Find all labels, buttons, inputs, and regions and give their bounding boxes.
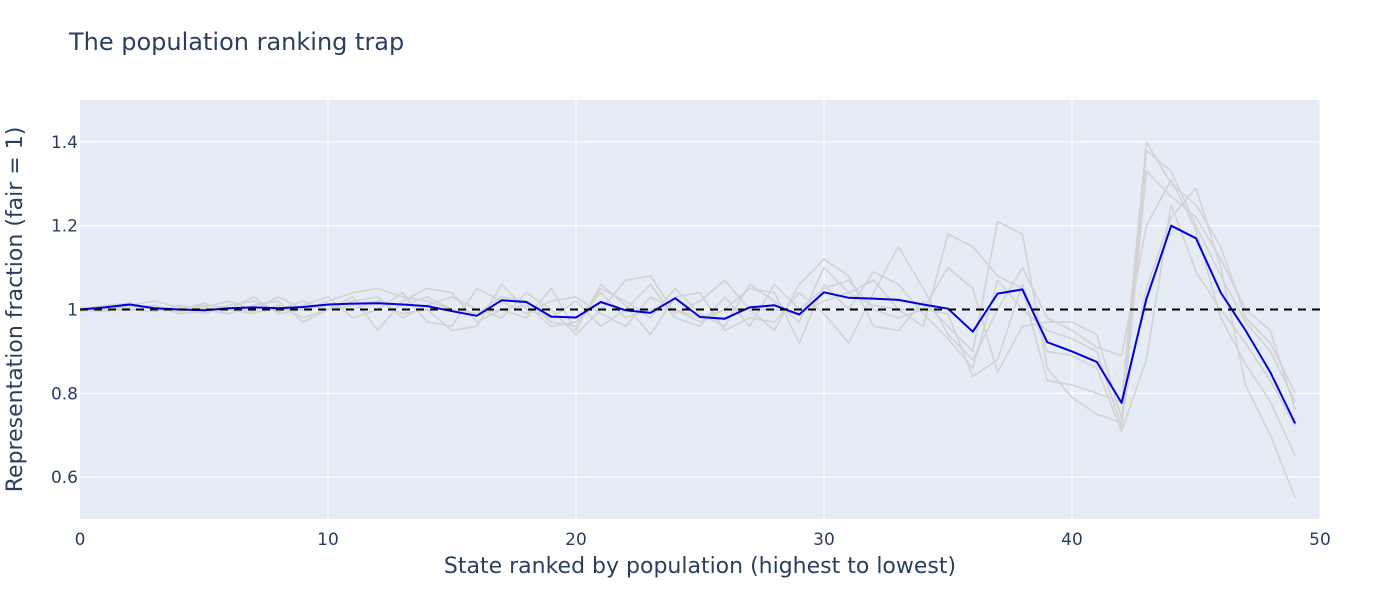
x-tick-label: 40	[1061, 530, 1083, 550]
y-axis-title: Representation fraction (fair = 1)	[3, 127, 28, 493]
x-tick-label: 50	[1309, 530, 1331, 550]
background-series-line	[79, 187, 1296, 499]
y-tick-label: 0.8	[51, 384, 78, 404]
x-tick-label: 0	[75, 530, 86, 550]
background-series-line	[79, 178, 1296, 457]
y-tick-label: 0.6	[51, 468, 78, 488]
x-tick-label: 20	[565, 530, 587, 550]
x-axis-title: State ranked by population (highest to l…	[444, 554, 956, 579]
series-layer	[79, 141, 1297, 499]
tick-labels: 0 10 20 30 40 50 0.6 0.8 1 1.2 1.4	[51, 133, 1331, 550]
y-tick-label: 1.4	[51, 133, 78, 153]
chart-title: The population ranking trap	[68, 28, 404, 56]
x-tick-label: 30	[813, 530, 835, 550]
background-series-line	[79, 141, 1296, 403]
y-tick-label: 1	[67, 301, 78, 321]
background-series-line	[79, 170, 1296, 428]
main-series-line	[79, 224, 1297, 424]
y-tick-label: 1.2	[51, 217, 78, 237]
x-tick-label: 10	[317, 530, 339, 550]
